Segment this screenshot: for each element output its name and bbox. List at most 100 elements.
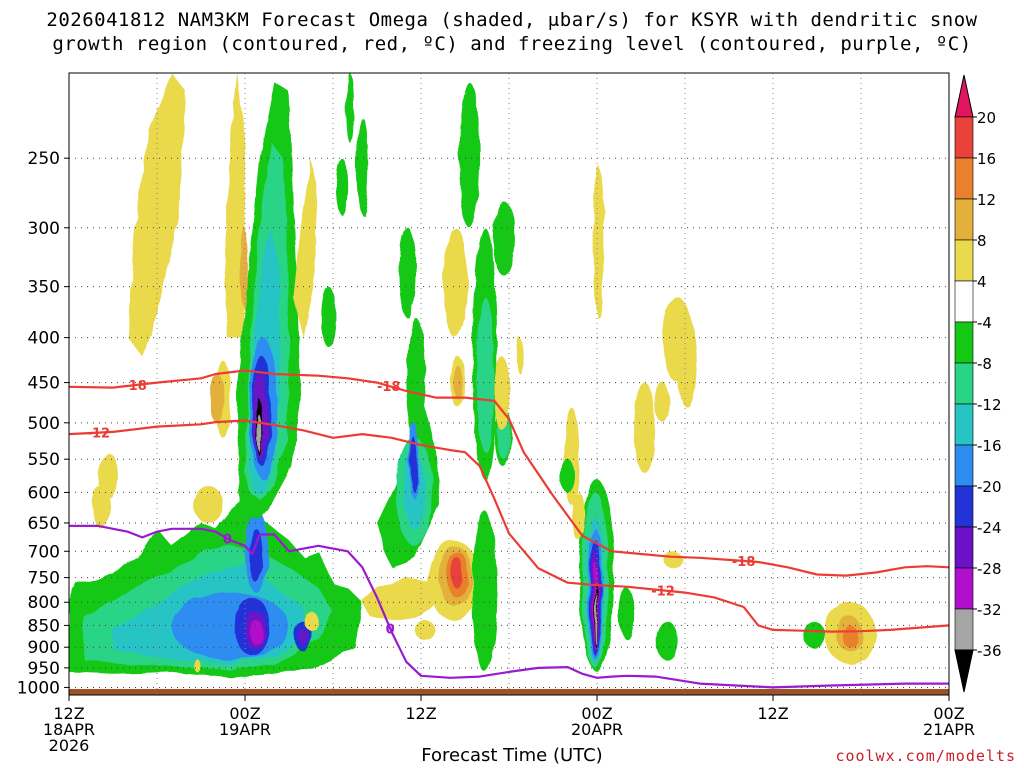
colorbar-label: 8 [977, 232, 987, 250]
colorbar-label: -8 [977, 355, 992, 373]
omega-blob [346, 73, 354, 143]
colorbar-swatch-5 [954, 321, 974, 364]
y-axis: 2503003504004505005506006507007508008509… [17, 149, 69, 698]
omega-blob [655, 620, 678, 660]
omega-area [224, 73, 245, 338]
y-tick-label-400: 400 [28, 329, 60, 349]
omega-shading [69, 73, 876, 678]
contour-label-2: -18 [732, 555, 756, 570]
contour-label-6: 0 [386, 623, 395, 638]
x-tick-label: 00Z [581, 704, 612, 723]
omega-blob [249, 620, 265, 646]
omega-blob [459, 82, 480, 228]
y-tick-label-500: 500 [28, 414, 60, 434]
omega-blob [633, 382, 656, 473]
colorbar-label: -4 [977, 314, 992, 332]
omega-blob [321, 286, 336, 348]
omega-blob [356, 117, 369, 215]
credit-link[interactable]: coolwx.com/modelts [835, 747, 1016, 765]
colorbar-label: 16 [977, 150, 996, 168]
plot-frame [68, 72, 950, 696]
omega-blob [494, 356, 509, 431]
y-tick-label-300: 300 [28, 219, 60, 239]
contour-label-3: -12 [87, 427, 111, 442]
colorbar: 20 16 12 8 4 -4 -8 -12 -16 -20 -24 -28 -32 -36 [954, 74, 1002, 693]
y-tick-label-550: 550 [28, 450, 60, 470]
colorbar-swatch-4 [954, 280, 974, 323]
y-tick-label-900: 900 [28, 638, 60, 658]
x-tick-label: 21APR [923, 720, 975, 739]
y-tick-label-700: 700 [28, 542, 60, 562]
y-tick-label-600: 600 [28, 483, 60, 503]
x-tick-label: 18APR [43, 720, 95, 739]
omega-blob [802, 620, 825, 648]
colorbar-bottom-arrow [954, 649, 974, 693]
contour-label-4: -12 [651, 584, 675, 599]
omega-blob [443, 227, 468, 338]
colorbar-swatch-8 [954, 444, 974, 487]
contour-2 [69, 524, 949, 689]
omega-blob [594, 592, 598, 646]
y-tick-label-450: 450 [28, 374, 60, 394]
omega-area [127, 73, 187, 357]
colorbar-swatch-11 [954, 567, 974, 610]
omega-area [362, 577, 436, 621]
omega-blob [303, 611, 319, 630]
colorbar-swatch-12 [954, 608, 974, 651]
omega-blob [209, 374, 225, 423]
omega-area [293, 158, 319, 338]
y-tick-label-950: 950 [28, 659, 60, 679]
x-axis-title: Forecast Time (UTC) [421, 745, 603, 766]
colorbar-top-arrow [954, 74, 974, 118]
x-tick-label: 20APR [571, 720, 623, 739]
y-tick-label-350: 350 [28, 278, 60, 298]
omega-blob [413, 620, 436, 639]
x-tick-label: 12Z [757, 704, 788, 723]
colorbar-swatch-9 [954, 485, 974, 528]
omega-blob [450, 556, 463, 588]
omega-blob [335, 158, 348, 215]
grid-lines [68, 73, 950, 695]
y-tick-label-850: 850 [28, 616, 60, 636]
contour-label-1: -18 [377, 380, 401, 395]
colorbar-label: 12 [977, 191, 996, 209]
colorbar-swatch-10 [954, 526, 974, 569]
colorbar-swatch-1 [954, 157, 974, 200]
omega-blob [663, 551, 683, 568]
omega-blob [92, 486, 111, 529]
y-tick-label-650: 650 [28, 514, 60, 534]
omega-field [69, 73, 876, 678]
contour-0 [69, 369, 949, 577]
x-tick-label: 19APR [219, 720, 271, 739]
omega-blob [476, 297, 495, 453]
omega-blob [472, 511, 498, 672]
omega-blob [399, 227, 417, 319]
x-tick-label: 00Z [229, 704, 260, 723]
omega-blob [655, 382, 671, 423]
omega-blob [257, 415, 262, 453]
omega-blob [193, 659, 201, 672]
colorbar-swatch-6 [954, 362, 974, 405]
colorbar-label: -32 [977, 601, 1002, 619]
ground-terrain [69, 688, 949, 695]
omega-blob [410, 437, 419, 493]
colorbar-label: -24 [977, 519, 1002, 537]
colorbar-label: -28 [977, 560, 1002, 578]
x-tick-label: 2026 [49, 736, 90, 755]
contour-1 [69, 419, 949, 633]
omega-blob [299, 629, 309, 646]
colorbar-swatch-2 [954, 198, 974, 241]
y-tick-label-750: 750 [28, 569, 60, 589]
omega-blob [249, 528, 263, 583]
omega-blob [516, 337, 524, 375]
contour-label-5: 0 [223, 533, 232, 548]
colorbar-label: 20 [977, 109, 996, 127]
contour-layer: -18 -18 -18 -12 -12 0 0 [69, 369, 949, 689]
colorbar-label: -20 [977, 478, 1002, 496]
y-tick-label-1000: 1000 [17, 678, 60, 698]
omega-blob [492, 201, 515, 276]
colorbar-label: 4 [977, 273, 987, 291]
colorbar-label: -16 [977, 437, 1002, 455]
colorbar-swatch-7 [954, 403, 974, 446]
